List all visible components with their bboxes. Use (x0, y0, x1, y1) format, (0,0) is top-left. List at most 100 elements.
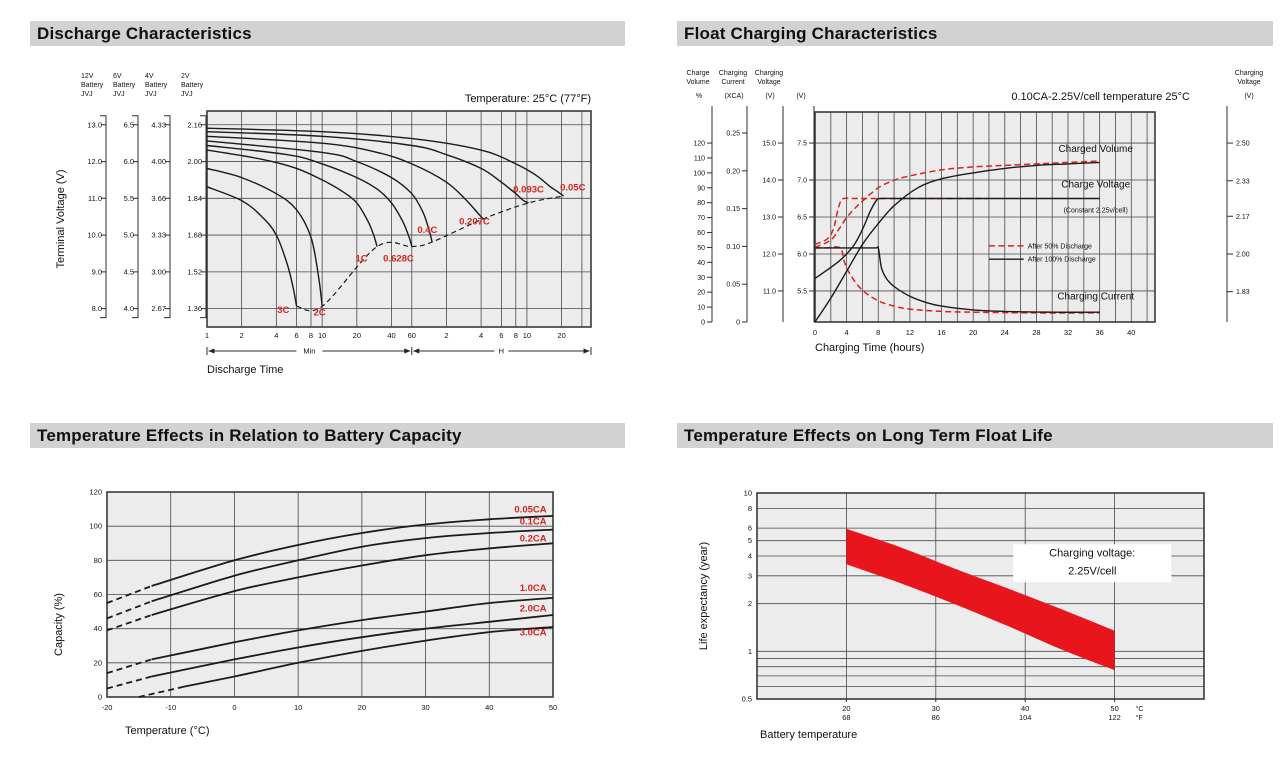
svg-text:50: 50 (549, 703, 557, 712)
svg-text:50: 50 (697, 245, 705, 252)
svg-text:0.4C: 0.4C (417, 225, 437, 236)
svg-text:JVJ: JVJ (145, 91, 157, 98)
svg-text:13.0: 13.0 (87, 120, 102, 129)
svg-text:Charging Current: Charging Current (1057, 291, 1134, 302)
svg-text:5.0: 5.0 (124, 231, 134, 240)
svg-text:100: 100 (693, 170, 705, 177)
svg-text:3.33: 3.33 (151, 231, 166, 240)
section-title: Temperature Effects on Long Term Float L… (684, 426, 1053, 445)
svg-text:60: 60 (697, 230, 705, 237)
svg-text:0: 0 (736, 320, 740, 327)
svg-text:120: 120 (693, 141, 705, 148)
svg-text:5: 5 (748, 536, 752, 545)
svg-text:0.5: 0.5 (742, 695, 752, 704)
svg-text:7.0: 7.0 (797, 178, 807, 185)
svg-text:2.00: 2.00 (187, 157, 202, 166)
svg-text:7.5: 7.5 (797, 141, 807, 148)
svg-text:2: 2 (748, 599, 752, 608)
svg-text:80: 80 (94, 556, 102, 565)
svg-text:4.5: 4.5 (124, 267, 134, 276)
svg-text:20: 20 (557, 331, 565, 340)
svg-text:60: 60 (408, 331, 416, 340)
svg-text:1.83: 1.83 (1236, 289, 1250, 296)
svg-text:0.1CA: 0.1CA (520, 516, 547, 527)
svg-text:2.67: 2.67 (151, 304, 166, 313)
discharge-characteristics-chart: 12VBatteryJVJ13.012.011.010.09.08.06VBat… (55, 73, 592, 376)
svg-text:86: 86 (932, 713, 940, 722)
svg-text:0.20: 0.20 (726, 168, 740, 175)
svg-text:(Constant 2.25v/cell): (Constant 2.25v/cell) (1064, 208, 1128, 215)
svg-text:104: 104 (1019, 713, 1032, 722)
svg-text:(V): (V) (796, 93, 805, 100)
svg-text:Current: Current (721, 79, 744, 86)
svg-text:1.84: 1.84 (187, 194, 202, 203)
svg-text:0: 0 (98, 693, 102, 702)
svg-text:Capacity (%): Capacity (%) (53, 593, 65, 656)
svg-text:4V: 4V (145, 73, 154, 80)
svg-text:Min: Min (303, 347, 315, 356)
svg-text:Charging: Charging (1235, 70, 1264, 77)
svg-text:6.0: 6.0 (797, 251, 807, 258)
svg-text:100: 100 (89, 522, 102, 531)
svg-text:14.0: 14.0 (762, 178, 776, 185)
svg-text:70: 70 (697, 215, 705, 222)
svg-text:Terminal Voltage (V): Terminal Voltage (V) (55, 169, 67, 268)
svg-text:JVJ: JVJ (113, 91, 125, 98)
svg-text:Charging: Charging (755, 70, 784, 77)
svg-text:6: 6 (499, 331, 503, 340)
svg-text:3C: 3C (277, 305, 289, 316)
svg-text:Discharge Time: Discharge Time (207, 364, 283, 376)
svg-text:20: 20 (353, 331, 361, 340)
svg-text:Charging: Charging (719, 70, 748, 77)
svg-text:After 100% Discharge: After 100% Discharge (1028, 257, 1096, 264)
svg-text:2.25V/cell: 2.25V/cell (1068, 565, 1116, 577)
svg-text:Charging Time (hours): Charging Time (hours) (815, 342, 924, 354)
svg-text:-20: -20 (102, 703, 113, 712)
svg-text:20: 20 (842, 704, 850, 713)
svg-text:5.5: 5.5 (797, 288, 807, 295)
svg-text:8: 8 (514, 331, 518, 340)
svg-text:0.10: 0.10 (726, 244, 740, 251)
section-header-float-life: Temperature Effects on Long Term Float L… (677, 423, 1273, 448)
svg-text:36: 36 (1095, 328, 1103, 337)
svg-text:Life expectancy (year): Life expectancy (year) (698, 542, 710, 650)
svg-text:20: 20 (94, 658, 102, 667)
svg-text:2.50: 2.50 (1236, 141, 1250, 148)
svg-text:°F: °F (1136, 714, 1143, 722)
svg-text:3.00: 3.00 (151, 267, 166, 276)
svg-text:12V: 12V (81, 73, 94, 80)
svg-text:0.093C: 0.093C (513, 185, 544, 196)
svg-text:4.00: 4.00 (151, 157, 166, 166)
svg-text:JVJ: JVJ (81, 91, 93, 98)
section-header-temp-capacity: Temperature Effects in Relation to Batte… (30, 423, 625, 448)
svg-text:30: 30 (697, 275, 705, 282)
svg-text:0.15: 0.15 (726, 206, 740, 213)
svg-text:6: 6 (748, 524, 752, 533)
svg-text:1: 1 (205, 331, 209, 340)
svg-text:120: 120 (89, 488, 102, 497)
svg-text:50: 50 (1110, 704, 1118, 713)
svg-text:90: 90 (697, 185, 705, 192)
svg-text:40: 40 (1021, 704, 1029, 713)
svg-text:3.66: 3.66 (151, 194, 166, 203)
svg-text:11.0: 11.0 (88, 194, 102, 203)
svg-text:8.0: 8.0 (92, 304, 102, 313)
svg-text:80: 80 (697, 200, 705, 207)
svg-text:4: 4 (274, 331, 278, 340)
svg-text:9.0: 9.0 (92, 267, 102, 276)
svg-text:20: 20 (358, 703, 366, 712)
float-life-chart: Charging voltage:2.25V/cell1086543210.52… (698, 489, 1205, 741)
svg-text:2.17: 2.17 (1236, 214, 1250, 221)
svg-text:20: 20 (697, 290, 705, 297)
svg-text:2.0CA: 2.0CA (520, 604, 547, 615)
svg-text:Charged Volume: Charged Volume (1058, 144, 1133, 155)
svg-text:2.00: 2.00 (1236, 251, 1250, 258)
svg-text:6V: 6V (113, 73, 122, 80)
svg-text:2.16: 2.16 (187, 120, 202, 129)
svg-text:12.0: 12.0 (762, 251, 776, 258)
svg-text:Charge: Charge (687, 70, 710, 77)
svg-text:1: 1 (748, 647, 752, 656)
svg-text:4.33: 4.33 (151, 120, 166, 129)
svg-text:40: 40 (485, 703, 493, 712)
